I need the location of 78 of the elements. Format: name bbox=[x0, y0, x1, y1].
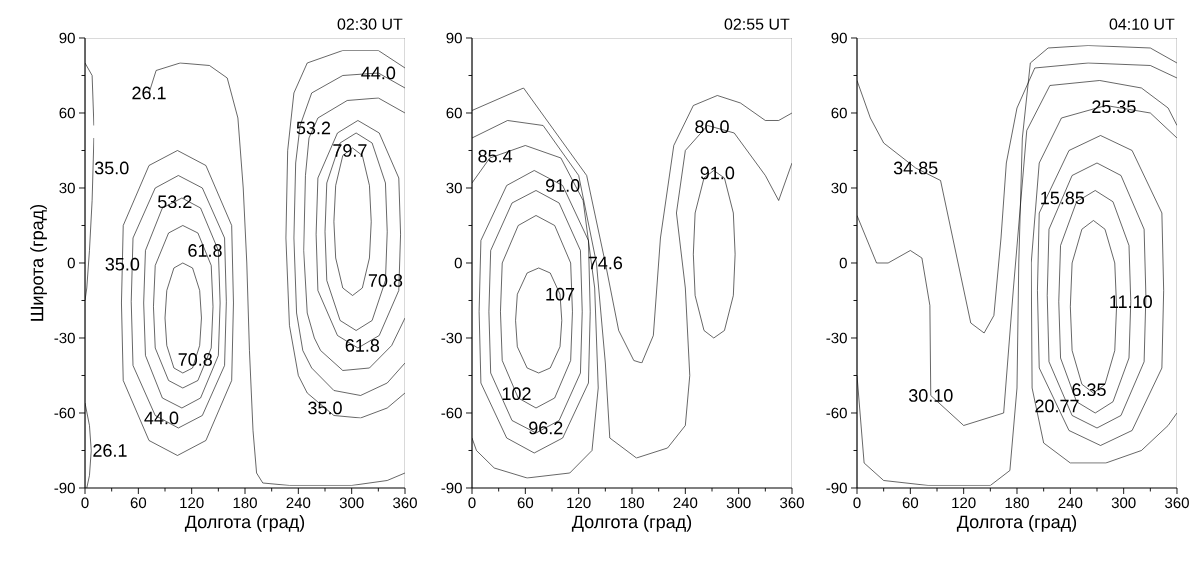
x-tick-label: 180 bbox=[233, 497, 257, 509]
x-tick-label: 240 bbox=[1058, 497, 1083, 509]
y-tick-label: 90 bbox=[446, 32, 462, 44]
annotation: 102 bbox=[502, 387, 531, 401]
x-tick-label: 180 bbox=[620, 497, 644, 509]
annotation: 25.35 bbox=[1092, 100, 1136, 114]
x-tick-label: 120 bbox=[180, 497, 204, 509]
x-tick-label: 180 bbox=[1005, 497, 1029, 509]
x-tick-label: 0 bbox=[853, 497, 861, 509]
x-tick-label: 0 bbox=[81, 497, 89, 509]
annotation: 53.2 bbox=[157, 195, 192, 209]
annotation: 11.10 bbox=[1110, 295, 1152, 309]
y-tick-label: -90 bbox=[441, 482, 462, 494]
x-tick-label: 300 bbox=[1111, 497, 1136, 509]
y-tick-label: -60 bbox=[826, 407, 847, 419]
annotation: 79.7 bbox=[333, 144, 367, 157]
y-tick-label: -30 bbox=[441, 332, 462, 344]
y-tick-label: -30 bbox=[54, 332, 75, 344]
annotation: 35.0 bbox=[105, 257, 140, 271]
y-tick-label: -30 bbox=[826, 332, 847, 344]
y-tick-label: 30 bbox=[59, 182, 75, 194]
annotation: 61.8 bbox=[188, 244, 222, 257]
annotation: 15.85 bbox=[1041, 191, 1085, 205]
x-tick-label: 60 bbox=[902, 497, 919, 509]
annotation: 30.10 bbox=[908, 389, 953, 402]
x-tick-label: 360 bbox=[780, 497, 804, 509]
annotation: 53.2 bbox=[296, 121, 331, 135]
y-tick-label: -90 bbox=[54, 482, 75, 494]
annotation: 70.8 bbox=[178, 353, 212, 366]
annotation: 61.8 bbox=[345, 339, 380, 352]
y-tick-label: 30 bbox=[831, 182, 847, 194]
annotation: 26.1 bbox=[132, 86, 166, 100]
annotation: 85.4 bbox=[478, 149, 513, 163]
x-tick-label: 120 bbox=[567, 497, 591, 509]
y-tick-label: 90 bbox=[831, 32, 847, 44]
annotation: 6.35 bbox=[1072, 383, 1106, 397]
x-tick-label: 120 bbox=[952, 497, 976, 509]
x-tick-label: 360 bbox=[393, 497, 417, 509]
y-tick-label: 90 bbox=[59, 32, 75, 44]
y-tick-label: 60 bbox=[446, 107, 462, 119]
x-axis-title: Долгота (град) bbox=[184, 515, 305, 532]
annotation: 44.0 bbox=[361, 66, 396, 80]
x-tick-label: 0 bbox=[468, 497, 476, 509]
x-axis-title: Долгота (град) bbox=[956, 515, 1077, 532]
annotation: 20.77 bbox=[1035, 399, 1079, 413]
y-tick-label: 60 bbox=[59, 107, 75, 119]
annotation: 35.0 bbox=[308, 401, 342, 415]
y-tick-label: 0 bbox=[454, 257, 462, 269]
x-tick-label: 240 bbox=[286, 497, 311, 509]
chart-title: 02:30 UT bbox=[337, 18, 403, 30]
x-tick-label: 360 bbox=[1165, 497, 1189, 509]
annotation: 74.6 bbox=[588, 256, 623, 270]
y-tick-label: -60 bbox=[441, 407, 462, 419]
chart-title: 02:55 UT bbox=[724, 18, 790, 30]
x-tick-label: 240 bbox=[673, 497, 698, 509]
annotation: 96.2 bbox=[529, 421, 563, 435]
annotation: 91.0 bbox=[546, 179, 580, 192]
y-tick-label: 60 bbox=[831, 107, 847, 119]
x-tick-label: 60 bbox=[130, 497, 147, 509]
x-axis-title: Долгота (град) bbox=[571, 515, 692, 532]
annotation: 26.1 bbox=[93, 444, 127, 457]
y-tick-label: 30 bbox=[446, 182, 462, 194]
annotation: 107 bbox=[546, 287, 575, 301]
y-tick-label: -60 bbox=[54, 407, 75, 419]
annotation: 34.85 bbox=[893, 161, 938, 175]
annotation: 80.0 bbox=[695, 120, 729, 134]
x-tick-label: 60 bbox=[517, 497, 534, 509]
y-tick-label: 0 bbox=[839, 257, 847, 269]
x-tick-label: 300 bbox=[726, 497, 751, 509]
annotation: 44.0 bbox=[144, 411, 179, 425]
annotation: 35.0 bbox=[94, 161, 129, 175]
y-tick-label: 0 bbox=[67, 257, 75, 269]
annotation: 70.8 bbox=[368, 274, 403, 287]
chart-title: 04:10 UT bbox=[1109, 18, 1175, 30]
annotation: 91.0 bbox=[700, 166, 735, 180]
x-tick-label: 300 bbox=[339, 497, 364, 509]
y-axis-title: Широта (град) bbox=[30, 204, 47, 321]
y-tick-label: -90 bbox=[826, 482, 847, 494]
